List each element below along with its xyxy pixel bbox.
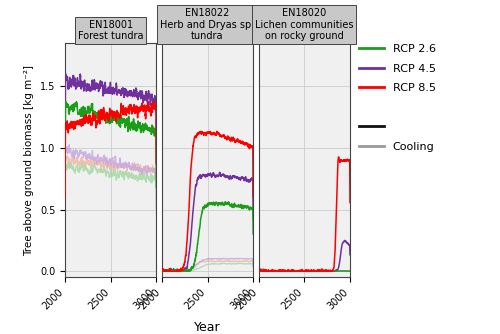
Legend: RCP 2.6, RCP 4.5, RCP 8.5, , , Cooling: RCP 2.6, RCP 4.5, RCP 8.5, , , Cooling: [359, 44, 436, 152]
Title: EN18020
Lichen communities
on rocky ground: EN18020 Lichen communities on rocky grou…: [255, 8, 354, 41]
Y-axis label: Tree above ground biomass [kg m⁻²]: Tree above ground biomass [kg m⁻²]: [24, 65, 34, 256]
Text: Year: Year: [194, 321, 221, 334]
Title: EN18022
Herb and Dryas sp.
tundra: EN18022 Herb and Dryas sp. tundra: [160, 8, 254, 41]
Title: EN18001
Forest tundra: EN18001 Forest tundra: [78, 20, 144, 41]
